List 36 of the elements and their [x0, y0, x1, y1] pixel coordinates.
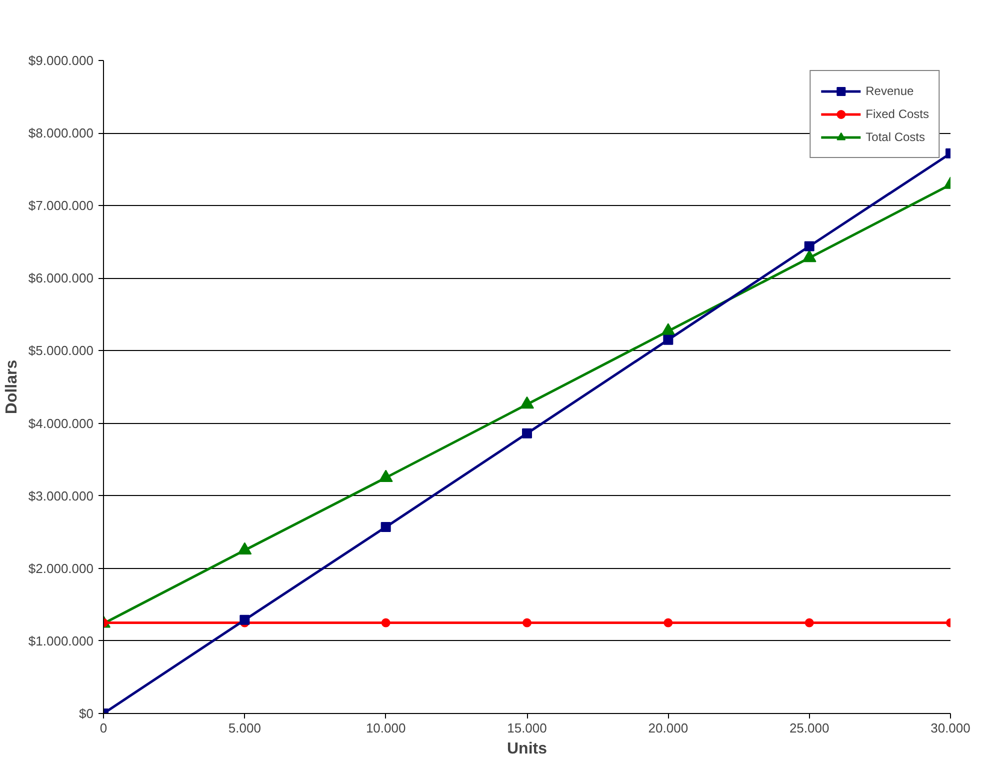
- legend-label: Total Costs: [866, 130, 925, 144]
- legend-label: Revenue: [866, 84, 914, 98]
- y-tick-label: $2.000.000: [28, 560, 94, 576]
- x-tick-label: 0: [100, 720, 108, 736]
- point: [378, 470, 393, 482]
- y-tick-label: $5.000.000: [28, 343, 94, 358]
- y-tick-label: $1.000.000: [28, 633, 94, 648]
- point: [661, 323, 676, 336]
- x-tick-label: 20.000: [648, 720, 688, 736]
- point: [522, 428, 532, 438]
- point: [663, 334, 674, 345]
- y-tick-label: $9.000.000: [28, 53, 94, 68]
- y-tick-label: $4.000.000: [28, 416, 94, 431]
- point: [381, 618, 390, 628]
- point: [804, 241, 814, 252]
- x-tick-label: 15.000: [507, 720, 547, 736]
- y-tick-label: $6.000.000: [28, 270, 94, 286]
- x-axis-title: Units: [507, 740, 548, 758]
- legend-label: Fixed Costs: [866, 107, 929, 121]
- point: [238, 542, 252, 555]
- point: [664, 618, 673, 628]
- y-axis-title: Dollars: [3, 360, 20, 414]
- y-tick-label: $7.000.000: [28, 198, 94, 214]
- x-tick-label: 10.000: [366, 720, 406, 736]
- y-tick-label: $0: [79, 706, 94, 721]
- point: [380, 522, 391, 532]
- point: [520, 396, 534, 409]
- point: [802, 250, 816, 262]
- point: [522, 618, 532, 628]
- x-tick-label: 25.000: [789, 720, 830, 736]
- x-tick-label: 5.000: [228, 720, 261, 736]
- x-tick-label: 30.000: [930, 720, 970, 736]
- y-tick-label: $8.000.000: [28, 126, 94, 141]
- y-tick-label: $3.000.000: [28, 488, 94, 504]
- point: [240, 614, 250, 625]
- point: [804, 618, 814, 628]
